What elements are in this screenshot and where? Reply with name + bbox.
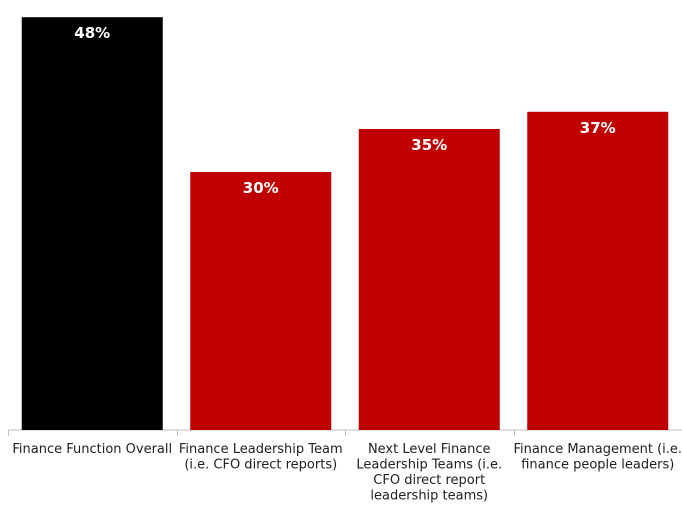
- bar-value-label-1: 48%: [74, 24, 110, 42]
- bar-value-label-2: 30%: [243, 179, 279, 197]
- category-label-line: CFO direct report: [373, 473, 485, 488]
- bar-2: [190, 172, 332, 430]
- category-label-3: Next Level Finance Leadership Teams (i.e.…: [356, 442, 502, 504]
- category-label-line: Leadership Teams (i.e.: [356, 458, 502, 473]
- bar-1: [21, 17, 163, 430]
- category-label-line: Finance Management (i.e.: [513, 442, 682, 457]
- bar-4: [527, 111, 669, 431]
- category-label-line: Finance Leadership Team: [179, 442, 343, 457]
- category-label-line: finance people leaders): [521, 458, 674, 473]
- category-label-4: Finance Management (i.e. finance people l…: [513, 442, 682, 473]
- bar-3: [358, 129, 500, 430]
- category-label-line: (i.e. CFO direct reports): [184, 458, 337, 473]
- bar-value-label-4: 37%: [580, 119, 616, 137]
- category-label-1: Finance Function Overall: [12, 442, 172, 457]
- category-label-line: Next Level Finance: [368, 442, 491, 457]
- category-label-line: leadership teams): [370, 489, 488, 504]
- bar-value-label-3: 35%: [411, 136, 447, 154]
- category-label-line: Finance Function Overall: [12, 442, 172, 457]
- category-label-2: Finance Leadership Team (i.e. CFO direct …: [179, 442, 343, 473]
